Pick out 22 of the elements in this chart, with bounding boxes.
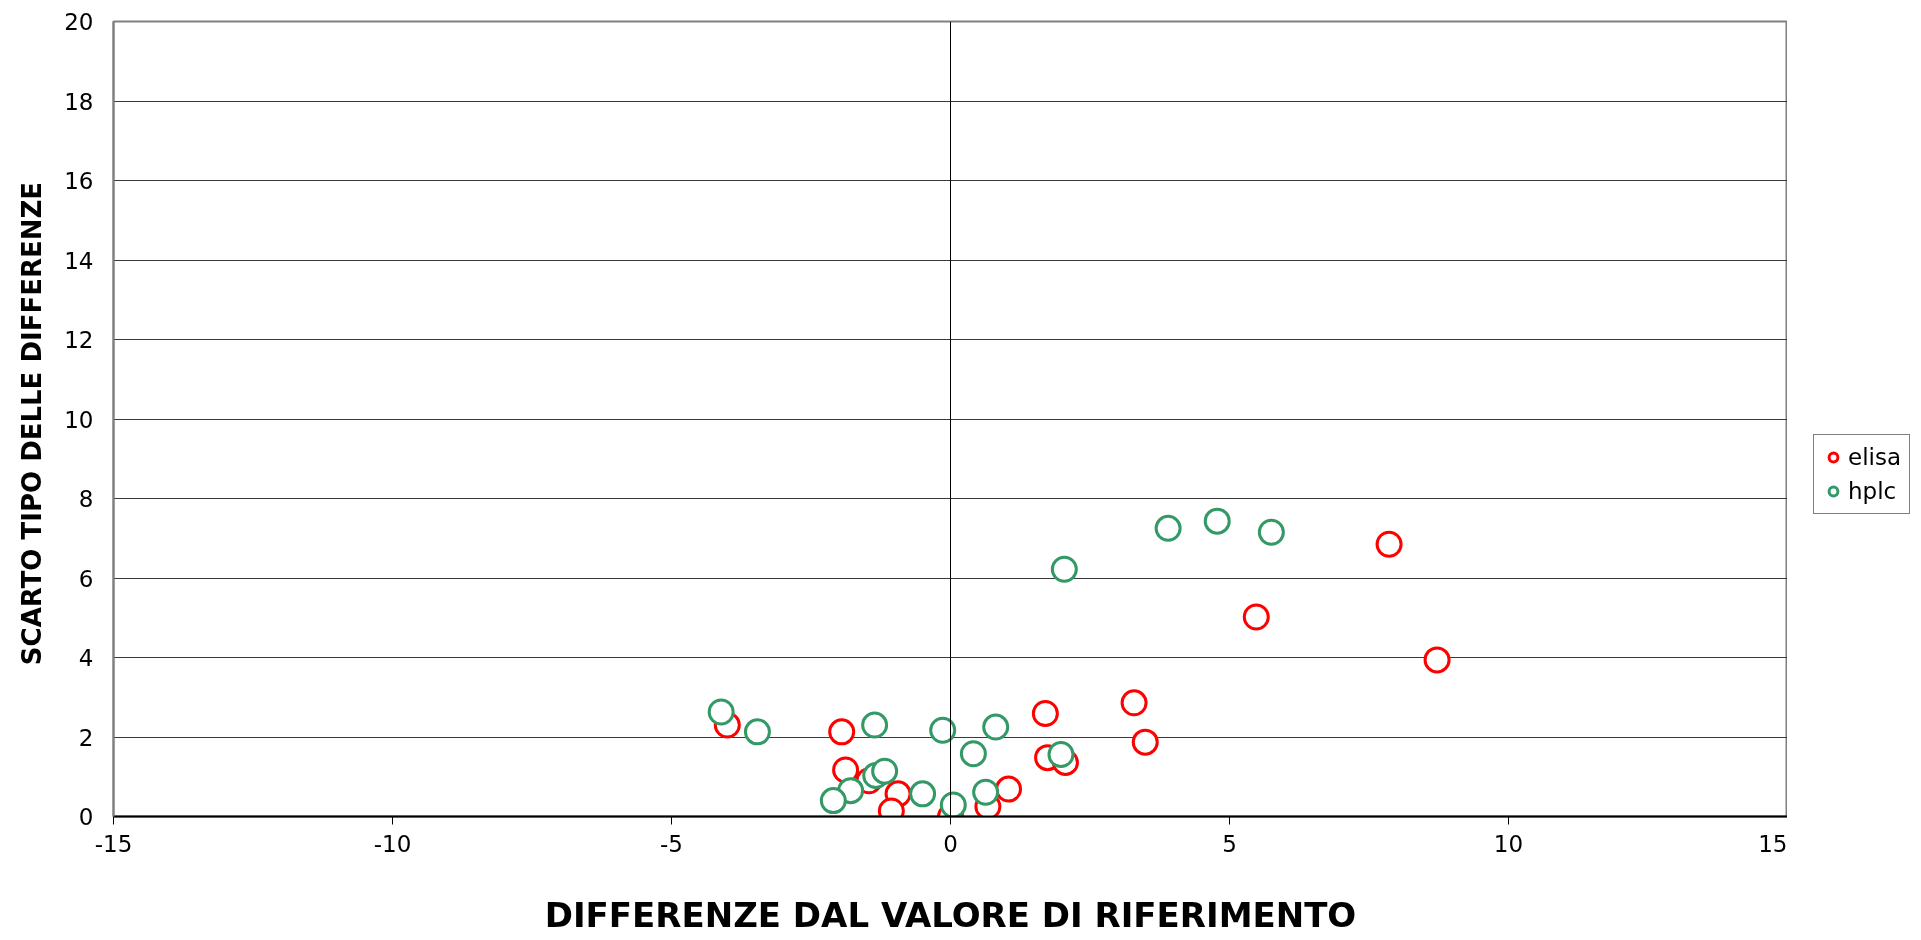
x-tick-label: -10: [373, 830, 412, 857]
y-tick-label: 6: [78, 565, 94, 592]
y-tick-label: 8: [78, 486, 94, 512]
x-axis-title: DIFFERENZE DAL VALORE DI RIFERIMENTO: [544, 894, 1357, 935]
x-tick-label: 15: [1758, 830, 1788, 857]
y-tick-label: 10: [64, 406, 94, 433]
y-tick-label: 20: [64, 9, 94, 35]
y-tick-label: 0: [78, 804, 94, 830]
x-tick-label: 10: [1493, 830, 1524, 857]
y-axis-title: SCARTO TIPO DELLE DIFFERENZE: [17, 181, 48, 666]
y-tick-label: 4: [78, 645, 94, 671]
legend-label: hplc: [1848, 478, 1897, 504]
y-tick-label: 12: [64, 327, 94, 353]
y-tick-label: 14: [64, 247, 94, 274]
x-tick-label: -15: [94, 830, 133, 857]
y-tick-label: 2: [78, 724, 94, 751]
x-tick-label: 0: [943, 830, 958, 857]
x-tick-label: -5: [660, 830, 683, 857]
x-tick-label: 5: [1222, 830, 1237, 857]
y-tick-label: 18: [64, 88, 94, 115]
y-tick-label: 16: [64, 168, 94, 194]
legend-label: elisa: [1848, 444, 1902, 470]
